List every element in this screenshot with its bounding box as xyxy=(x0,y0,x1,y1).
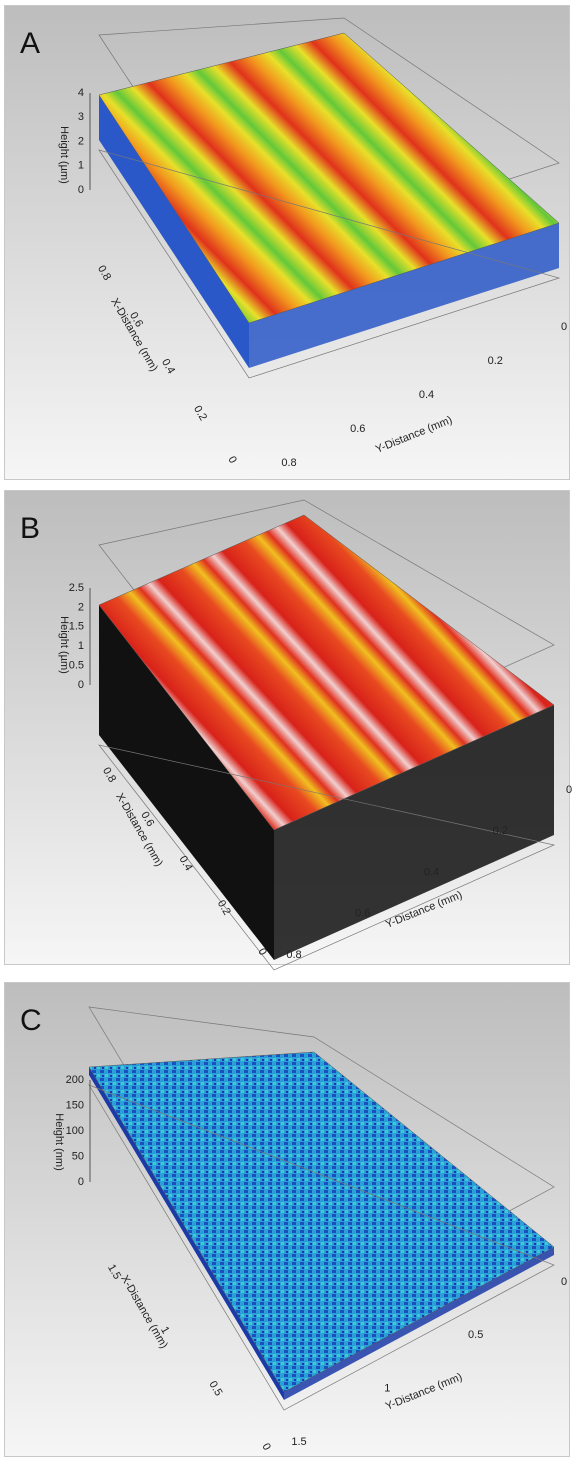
y-tick-label: 1 xyxy=(384,1383,390,1395)
y-tick-label: 0 xyxy=(561,1276,567,1288)
z-tick-label: 0 xyxy=(78,184,84,196)
y-tick-label: 0.5 xyxy=(468,1329,483,1341)
z-tick-label: 0 xyxy=(78,679,84,691)
y-tick-label: 0 xyxy=(561,321,567,333)
figure: A01234Height (µm)00.20.40.60.8X-Distance… xyxy=(0,0,574,1458)
z-tick-label: 0 xyxy=(78,1176,84,1188)
z-tick-label: 50 xyxy=(72,1150,84,1162)
y-tick-label: 0.8 xyxy=(286,949,301,961)
z-tick-label: 2 xyxy=(78,135,84,147)
panel-label: A xyxy=(20,27,40,60)
y-tick-label: 0.4 xyxy=(419,389,434,401)
z-tick-label: 3 xyxy=(78,111,84,123)
y-tick-label: 0.4 xyxy=(424,866,439,878)
y-tick-label: 0.6 xyxy=(350,423,365,435)
page: {"panels": [ {"label": "A", "z_axis_titl… xyxy=(0,0,574,1458)
z-axis-title: Height (nm) xyxy=(53,1113,65,1170)
z-tick-label: 4 xyxy=(78,87,84,99)
z-tick-label: 1 xyxy=(78,160,84,172)
panel-label: B xyxy=(20,512,40,545)
z-tick-label: 100 xyxy=(66,1125,84,1137)
y-tick-label: 0.2 xyxy=(488,355,503,367)
z-tick-label: 2.5 xyxy=(69,582,84,594)
y-tick-label: 0.6 xyxy=(355,908,370,920)
z-tick-label: 200 xyxy=(66,1074,84,1086)
z-axis-title: Height (µm) xyxy=(58,616,70,674)
z-tick-label: 1 xyxy=(78,640,84,652)
y-tick-label: 0.2 xyxy=(493,825,508,837)
y-tick-label: 0.8 xyxy=(281,457,296,469)
z-tick-label: 150 xyxy=(66,1099,84,1111)
y-tick-label: 1.5 xyxy=(291,1436,306,1448)
y-tick-label: 0 xyxy=(566,784,572,796)
z-tick-label: 2 xyxy=(78,601,84,613)
panel-label: C xyxy=(20,1004,42,1037)
z-axis-title: Height (µm) xyxy=(58,126,70,184)
